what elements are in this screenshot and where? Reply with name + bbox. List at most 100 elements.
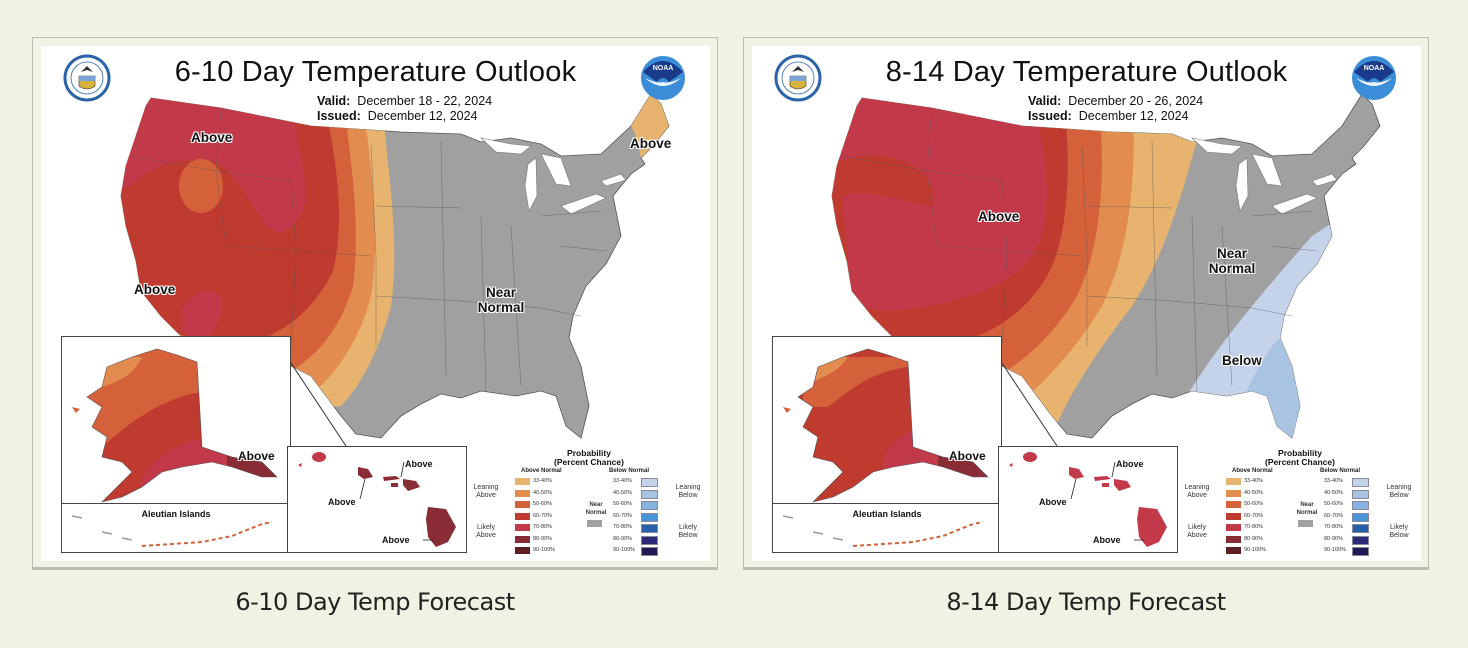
legend-leaning-below: Leaning Below	[1386, 484, 1412, 499]
legend-range-above-0: 33-40%	[533, 478, 552, 484]
outlook-map-8-14: 8-14 Day Temperature Outlook Valid: Dece…	[752, 46, 1421, 561]
aleutian-title: Aleutian Islands	[852, 509, 922, 519]
map-dates: Valid: December 18 - 22, 2024 Issued: De…	[317, 94, 492, 124]
issued-date: December 12, 2024	[367, 109, 478, 123]
legend-range-above-6: 90-100%	[533, 547, 556, 553]
legend-swatch-above-6	[515, 547, 530, 554]
legend-title: Probability (Percent Chance)	[554, 448, 624, 467]
issued-label: Issued:	[317, 109, 361, 123]
legend-swatch-below-1	[641, 489, 658, 499]
region-label-hawaii-oahu: Above	[328, 497, 356, 507]
legend-range-above-5: 80-90%	[533, 535, 552, 542]
department-of-commerce-seal-icon	[63, 54, 111, 102]
legend-range-above-6: 90-100%	[1244, 547, 1267, 553]
legend-range-below-0: 33-40%	[613, 478, 632, 484]
legend-range-below-1: 40-50%	[613, 489, 632, 496]
legend-range-below-0: 33-40%	[1324, 478, 1343, 484]
legend-swatch-above-2	[1226, 501, 1241, 508]
legend-range-below-2: 50-60%	[1324, 501, 1343, 507]
valid-label: Valid:	[1028, 94, 1062, 108]
aleutian-inset: Aleutian Islands	[61, 503, 291, 553]
legend-range-above-3: 60-70%	[533, 512, 552, 519]
valid-dates: December 18 - 22, 2024	[357, 94, 493, 108]
legend-above-header: Above Normal	[521, 468, 562, 474]
legend-swatch-above-1	[515, 489, 530, 497]
valid-label: Valid:	[317, 94, 351, 108]
legend-swatch-below-5	[1352, 535, 1369, 545]
region-label-hawaii-big-island: Above	[382, 535, 410, 545]
region-label-southeast: Below	[1222, 353, 1262, 368]
region-label-west: Above	[978, 209, 1020, 224]
legend-above-header: Above Normal	[1232, 468, 1273, 474]
region-label-hawaii-big-island: Above	[1093, 535, 1121, 545]
legend-swatch-below-5	[641, 535, 658, 545]
legend-range-below-3: 60-70%	[613, 512, 632, 519]
legend-range-above-1: 40-50%	[1244, 489, 1263, 496]
svg-text:NOAA: NOAA	[653, 65, 674, 72]
region-label-central: Near Normal	[477, 285, 525, 315]
legend-swatch-above-6	[1226, 547, 1241, 554]
aleutian-inset: Aleutian Islands	[772, 503, 1002, 553]
legend-swatch-below-0	[641, 478, 658, 487]
legend-swatch-below-3	[641, 512, 658, 522]
legend-swatch-near-normal	[1298, 520, 1313, 527]
map-title: 6-10 Day Temperature Outlook	[174, 56, 577, 88]
caption-6-10: 6-10 Day Temp Forecast	[235, 588, 515, 616]
legend-range-above-1: 40-50%	[533, 489, 552, 496]
region-label-hawaii-maui: Above	[405, 459, 433, 469]
legend-swatch-near-normal	[587, 520, 602, 527]
legend-range-below-3: 60-70%	[1324, 512, 1343, 519]
legend-range-above-0: 33-40%	[1244, 478, 1263, 484]
legend-swatch-below-1	[1352, 489, 1369, 499]
legend-near-normal-label: Near Normal	[1296, 502, 1318, 516]
legend-swatch-below-2	[641, 501, 658, 510]
legend-likely-above: Likely Above	[476, 524, 496, 539]
region-label-california: Above	[134, 282, 176, 297]
region-label-hawaii-oahu: Above	[1039, 497, 1067, 507]
us-conus-map	[831, 93, 1381, 447]
issued-label: Issued:	[1028, 109, 1072, 123]
aleutian-map	[782, 515, 984, 547]
legend-range-below-4: 70-80%	[613, 524, 632, 530]
legend-swatch-below-3	[1352, 512, 1369, 522]
aleutian-title: Aleutian Islands	[141, 509, 211, 519]
legend-swatch-above-3	[515, 512, 530, 520]
issued-date: December 12, 2024	[1078, 109, 1189, 123]
legend-likely-above: Likely Above	[1187, 524, 1207, 539]
probability-legend: Probability (Percent Chance) Above Normal…	[471, 446, 707, 558]
legend-leaning-above: Leaning Above	[473, 484, 499, 499]
legend-range-below-5: 80-90%	[613, 535, 632, 542]
legend-swatch-below-4	[641, 524, 658, 533]
region-label-maine: Above	[630, 136, 672, 151]
caption-8-14: 8-14 Day Temp Forecast	[946, 588, 1226, 616]
legend-range-above-2: 50-60%	[1244, 501, 1263, 507]
legend-swatch-above-5	[515, 535, 530, 543]
legend-range-above-5: 80-90%	[1244, 535, 1263, 542]
legend-swatch-above-3	[1226, 512, 1241, 520]
legend-range-below-6: 90-100%	[613, 547, 636, 553]
hawaii-inset: Above Above Above	[998, 446, 1178, 553]
probability-legend: Probability (Percent Chance) Above Normal…	[1182, 446, 1418, 558]
aleutian-map	[71, 515, 273, 547]
outlook-map-6-10: 6-10 Day Temperature Outlook Valid: Dece…	[41, 46, 710, 561]
legend-likely-below: Likely Below	[678, 524, 698, 539]
outlook-card-6-10[interactable]: 6-10 Day Temperature Outlook Valid: Dece…	[32, 37, 718, 570]
legend-swatch-below-6	[641, 547, 658, 556]
legend-swatch-below-4	[1352, 524, 1369, 533]
map-dates: Valid: December 20 - 26, 2024 Issued: De…	[1028, 94, 1203, 124]
department-of-commerce-seal-icon	[774, 54, 822, 102]
legend-leaning-above: Leaning Above	[1184, 484, 1210, 499]
noaa-logo-icon: NOAA	[641, 56, 685, 100]
hawaii-inset: Above Above Above	[287, 446, 467, 553]
legend-swatch-above-2	[515, 501, 530, 508]
region-label-alaska: Above	[949, 449, 986, 463]
legend-leaning-below: Leaning Below	[675, 484, 701, 499]
alaska-map	[72, 348, 278, 503]
legend-range-above-4: 70-80%	[1244, 524, 1263, 530]
region-label-hawaii-maui: Above	[1116, 459, 1144, 469]
legend-range-below-1: 40-50%	[1324, 489, 1343, 496]
legend-swatch-above-0	[515, 478, 530, 485]
legend-below-header: Below Normal	[1320, 468, 1361, 474]
svg-text:NOAA: NOAA	[1364, 65, 1385, 72]
outlook-card-8-14[interactable]: 8-14 Day Temperature Outlook Valid: Dece…	[743, 37, 1429, 570]
